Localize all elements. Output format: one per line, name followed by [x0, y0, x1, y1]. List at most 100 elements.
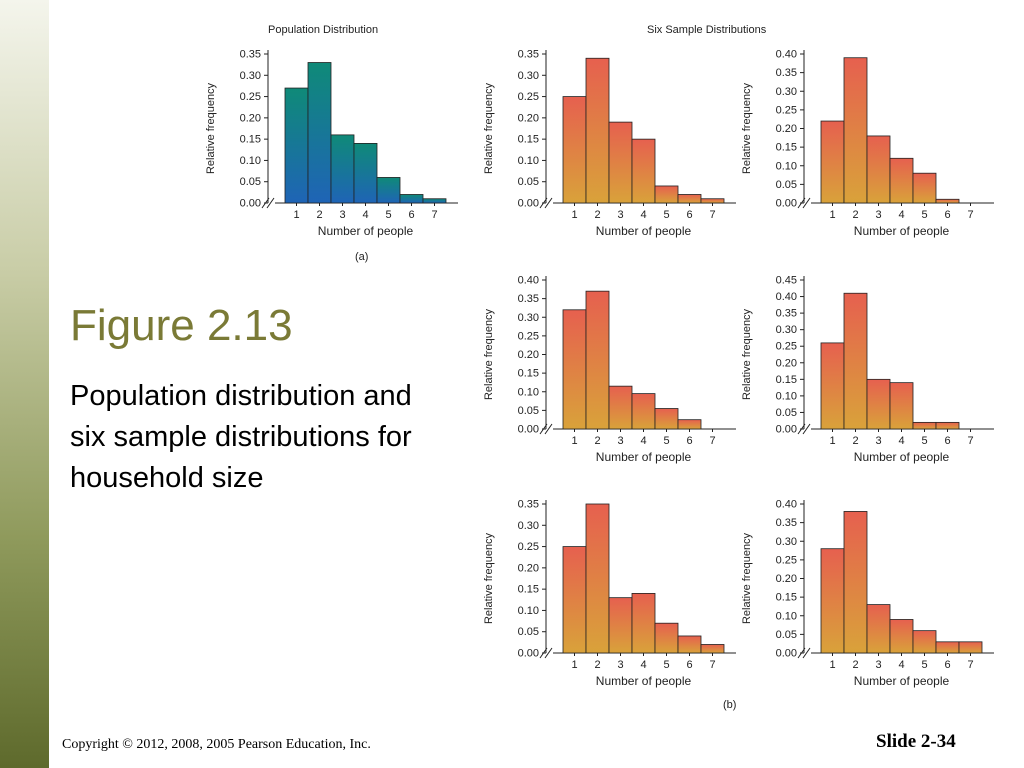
chart-sample-2-bar-5: [912, 172, 937, 204]
chart-sample-5-x-tick-label: 4: [640, 659, 646, 671]
chart-sample-5-bar-3: [608, 597, 633, 654]
chart-sample-3-x-tick-label: 2: [594, 435, 600, 447]
chart-sample-5-bar-7: [700, 644, 725, 654]
chart-sample-5-y-tick-label: 0.10: [518, 605, 539, 617]
chart-sample-3-x-tick-label: 7: [709, 435, 715, 447]
chart-sample-2-y-tick-label: 0.15: [776, 142, 797, 154]
chart-sample-1-y-tick-label: 0.30: [518, 70, 539, 82]
chart-sample-5-axis-break-mark: [544, 647, 553, 659]
chart-sample-5-x-tick-label: 2: [594, 659, 600, 671]
chart-sample-4-x-tick-label: 2: [852, 435, 858, 447]
chart-population-x-tick-label: 1: [293, 209, 299, 221]
chart-population-y-tick-label: 0.10: [240, 155, 261, 167]
chart-sample-4-bar-1: [820, 342, 845, 430]
chart-sample-4-x-tick-label: 5: [921, 435, 927, 447]
chart-sample-3-x-tick-label: 4: [640, 435, 646, 447]
chart-sample-1-bar-4: [631, 138, 656, 204]
chart-sample-5-bar-1: [562, 546, 587, 654]
chart-sample-3-bar-2: [585, 290, 610, 430]
chart-sample-5-bar-5: [654, 622, 679, 654]
chart-population-x-tick-label: 7: [431, 209, 437, 221]
chart-sample-6: 0.00 0.05 0.10 0.15 0.20 0.25 0.30 0.35 0.40 1 2 3 4…: [741, 499, 994, 688]
chart-sample-1-bar-6: [677, 194, 702, 204]
chart-sample-6-y-tick-label: 0.25: [776, 554, 797, 566]
chart-sample-2-y-tick-label: 0.00: [776, 198, 797, 210]
chart-sample-5-bar-6: [677, 635, 702, 654]
chart-sample-6-x-tick-label: 1: [829, 659, 835, 671]
chart-sample-6-y-tick-label: 0.20: [776, 573, 797, 585]
chart-population-y-tick-label: 0.15: [240, 134, 261, 146]
chart-population-x-tick-label: 6: [408, 209, 414, 221]
chart-sample-2-y-tick-label: 0.25: [776, 104, 797, 116]
chart-sample-1-x-tick-label: 7: [709, 209, 715, 221]
chart-population-y-tick-label: 0.05: [240, 176, 261, 188]
chart-sample-6-bar-1: [820, 548, 845, 654]
chart-sample-2-y-tick-label: 0.30: [776, 86, 797, 98]
chart-population: 0.00 0.05 0.10 0.15 0.20 0.25 0.30 0.35 1 2 3 4 5 6 7 N…: [205, 49, 458, 238]
chart-sample-5-y-tick-label: 0.35: [518, 499, 539, 511]
chart-population-y-tick-label: 0.35: [240, 49, 261, 61]
chart-population-y-tick-label: 0.00: [240, 198, 261, 210]
chart-sample-2-bar-6: [935, 198, 960, 204]
chart-sample-5: 0.00 0.05 0.10 0.15 0.20 0.25 0.30 0.35 1 2 3 4 5 6 7 N…: [483, 499, 736, 688]
chart-sample-4-y-tick-label: 0.00: [776, 424, 797, 436]
chart-sample-5-y-tick-label: 0.25: [518, 541, 539, 553]
chart-sample-1-y-tick-label: 0.10: [518, 155, 539, 167]
chart-sample-1-x-axis-label: Number of people: [596, 224, 692, 238]
chart-sample-3-x-tick-label: 3: [617, 435, 623, 447]
chart-sample-2-bar-3: [866, 135, 891, 204]
chart-sample-2-y-tick-label: 0.35: [776, 67, 797, 79]
chart-sample-6-bar-7: [958, 641, 983, 654]
chart-population-x-tick-label: 3: [339, 209, 345, 221]
chart-sample-2-x-tick-label: 5: [921, 209, 927, 221]
chart-sample-2-x-tick-label: 4: [898, 209, 904, 221]
chart-sample-3-axis-break-mark: [544, 423, 553, 435]
slide-caption: Population distribution and six sample d…: [70, 380, 412, 494]
chart-sample-2-x-tick-label: 1: [829, 209, 835, 221]
chart-sample-3-x-tick-label: 1: [571, 435, 577, 447]
chart-sample-5-x-tick-label: 3: [617, 659, 623, 671]
chart-sample-6-y-tick-label: 0.00: [776, 648, 797, 660]
chart-sample-4-y-tick-label: 0.40: [776, 291, 797, 303]
chart-sample-1-x-tick-label: 5: [663, 209, 669, 221]
chart-sample-5-bar-2: [585, 503, 610, 654]
chart-sample-5-y-tick-label: 0.20: [518, 562, 539, 574]
chart-sample-3-y-tick-label: 0.05: [518, 405, 539, 417]
chart-sample-4-y-tick-label: 0.25: [776, 341, 797, 353]
part-b-label: (b): [723, 699, 737, 711]
chart-sample-1-y-axis-label: Relative frequency: [483, 82, 495, 174]
chart-sample-1-y-tick-label: 0.15: [518, 134, 539, 146]
chart-sample-4-y-axis-label: Relative frequency: [741, 308, 753, 400]
chart-sample-3: 0.00 0.05 0.10 0.15 0.20 0.25 0.30 0.35 0.40 1 2 3 4…: [483, 275, 736, 464]
chart-sample-4-x-tick-label: 1: [829, 435, 835, 447]
chart-sample-1-bar-5: [654, 185, 679, 204]
chart-sample-5-y-tick-label: 0.05: [518, 626, 539, 638]
chart-sample-1-y-tick-label: 0.25: [518, 91, 539, 103]
chart-sample-1-bar-1: [562, 96, 587, 204]
chart-sample-4-axis-break-mark: [802, 423, 811, 435]
chart-population-bar-5: [376, 177, 401, 204]
chart-sample-6-x-tick-label: 7: [967, 659, 973, 671]
chart-sample-6-x-tick-label: 6: [944, 659, 950, 671]
chart-population-y-tick-label: 0.20: [240, 112, 261, 124]
chart-sample-5-y-tick-label: 0.30: [518, 520, 539, 532]
chart-sample-6-y-tick-label: 0.10: [776, 610, 797, 622]
chart-sample-3-y-tick-label: 0.30: [518, 312, 539, 324]
chart-sample-2-x-axis-label: Number of people: [854, 224, 950, 238]
chart-sample-3-y-tick-label: 0.20: [518, 349, 539, 361]
chart-sample-3-y-tick-label: 0.00: [518, 424, 539, 436]
chart-sample-3-bar-1: [562, 309, 587, 430]
chart-sample-3-y-tick-label: 0.15: [518, 368, 539, 380]
chart-sample-6-y-tick-label: 0.35: [776, 517, 797, 529]
chart-sample-1-x-tick-label: 2: [594, 209, 600, 221]
chart-sample-1-x-tick-label: 1: [571, 209, 577, 221]
chart-sample-6-x-tick-label: 5: [921, 659, 927, 671]
chart-sample-2: 0.00 0.05 0.10 0.15 0.20 0.25 0.30 0.35 0.40 1 2 3 4…: [741, 49, 994, 238]
chart-sample-4: 0.00 0.05 0.10 0.15 0.20 0.25 0.30 0.35 0.40 0.45…: [741, 275, 994, 464]
chart-population-y-tick-label: 0.30: [240, 70, 261, 82]
chart-sample-5-y-tick-label: 0.00: [518, 648, 539, 660]
chart-sample-3-y-axis-label: Relative frequency: [483, 308, 495, 400]
chart-sample-2-y-tick-label: 0.40: [776, 49, 797, 61]
chart-sample-5-x-axis-label: Number of people: [596, 674, 692, 688]
chart-sample-1-x-tick-label: 4: [640, 209, 646, 221]
